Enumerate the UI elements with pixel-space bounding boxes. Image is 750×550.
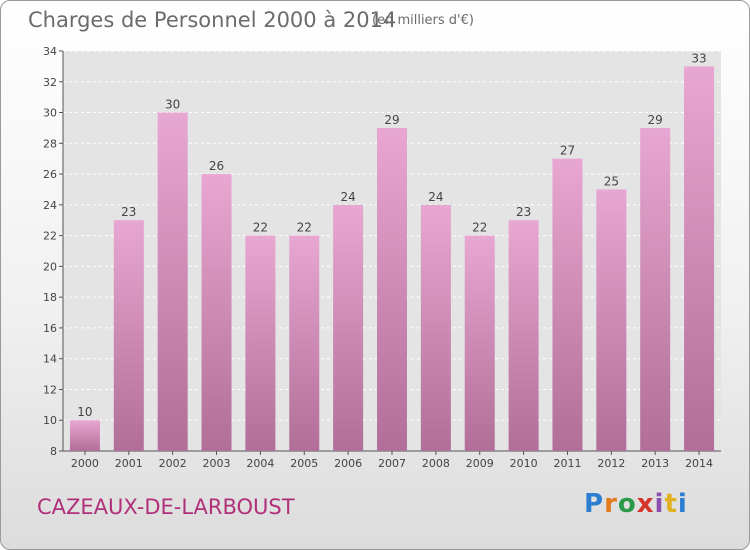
x-tick-label: 2012 [597, 457, 625, 470]
data-label: 27 [560, 144, 575, 158]
y-tick-label: 24 [43, 199, 57, 212]
x-tick-label: 2009 [466, 457, 494, 470]
data-label: 33 [691, 51, 706, 65]
y-tick-label: 34 [43, 45, 57, 58]
chart-title: Charges de Personnel 2000 à 2014 [28, 8, 397, 32]
data-label: 29 [648, 113, 663, 127]
x-tick-label: 2003 [203, 457, 231, 470]
bar [508, 220, 539, 451]
x-tick-label: 2001 [115, 457, 143, 470]
x-tick-label: 2013 [641, 457, 669, 470]
y-tick-label: 18 [43, 291, 57, 304]
data-label: 22 [297, 221, 312, 235]
bar [201, 174, 232, 452]
bar [684, 66, 715, 451]
y-tick-label: 14 [43, 353, 57, 366]
y-tick-label: 12 [43, 383, 57, 396]
logo-letter: r [604, 489, 618, 519]
x-tick-label: 2010 [510, 457, 538, 470]
data-label: 23 [121, 205, 136, 219]
bar [69, 420, 100, 451]
chart-subtitle: (en milliers d'€) [372, 13, 474, 28]
data-label: 29 [384, 113, 399, 127]
logo-letter: i [654, 489, 665, 519]
data-label: 22 [472, 221, 487, 235]
y-tick-label: 32 [43, 76, 57, 89]
logo-letter: t [664, 489, 678, 519]
bar [464, 235, 495, 451]
bar [596, 189, 627, 451]
data-label: 23 [516, 205, 531, 219]
x-tick-label: 2006 [334, 457, 362, 470]
bar [552, 158, 583, 451]
data-label: 26 [209, 159, 224, 173]
bars [69, 66, 715, 452]
bar [245, 235, 276, 451]
bar [113, 220, 144, 451]
y-tick-label: 30 [43, 107, 57, 120]
x-tick-label: 2014 [685, 457, 713, 470]
bar [420, 204, 451, 451]
y-tick-label: 20 [43, 260, 57, 273]
x-tick-label: 2005 [290, 457, 318, 470]
y-tick-label: 28 [43, 137, 57, 150]
x-tick-label: 2007 [378, 457, 406, 470]
bar [333, 204, 364, 451]
x-tick-label: 2000 [71, 457, 99, 470]
x-tick-label: 2011 [553, 457, 581, 470]
bar [157, 112, 188, 452]
x-tick-label: 2002 [159, 457, 187, 470]
bar [640, 127, 671, 451]
x-tick-label: 2004 [246, 457, 274, 470]
y-tick-label: 8 [50, 445, 57, 458]
y-tick-label: 26 [43, 168, 57, 181]
y-tick-label: 10 [43, 414, 57, 427]
bar [377, 127, 407, 451]
labels: 8 10 12 14 16 18 20 22 24 26 28 30 32 34 10 2000 23 2001 3… [43, 45, 713, 470]
data-label: 24 [428, 190, 443, 204]
data-label: 24 [340, 190, 355, 204]
logo-letter: x [636, 489, 655, 519]
y-tick-label: 22 [43, 230, 57, 243]
logo-letter: o [617, 489, 637, 519]
y-tick-label: 16 [43, 322, 57, 335]
logo-letter: i [677, 489, 688, 519]
data-label: 22 [253, 221, 268, 235]
data-label: 25 [604, 174, 619, 188]
bar [289, 235, 320, 451]
proxiti-logo[interactable]: Proxiti [584, 489, 688, 519]
commune-name: CAZEAUX-DE-LARBOUST [37, 495, 295, 519]
x-tick-label: 2008 [422, 457, 450, 470]
data-label: 30 [165, 98, 180, 112]
logo-letter: P [584, 489, 605, 519]
data-label: 10 [77, 405, 92, 419]
